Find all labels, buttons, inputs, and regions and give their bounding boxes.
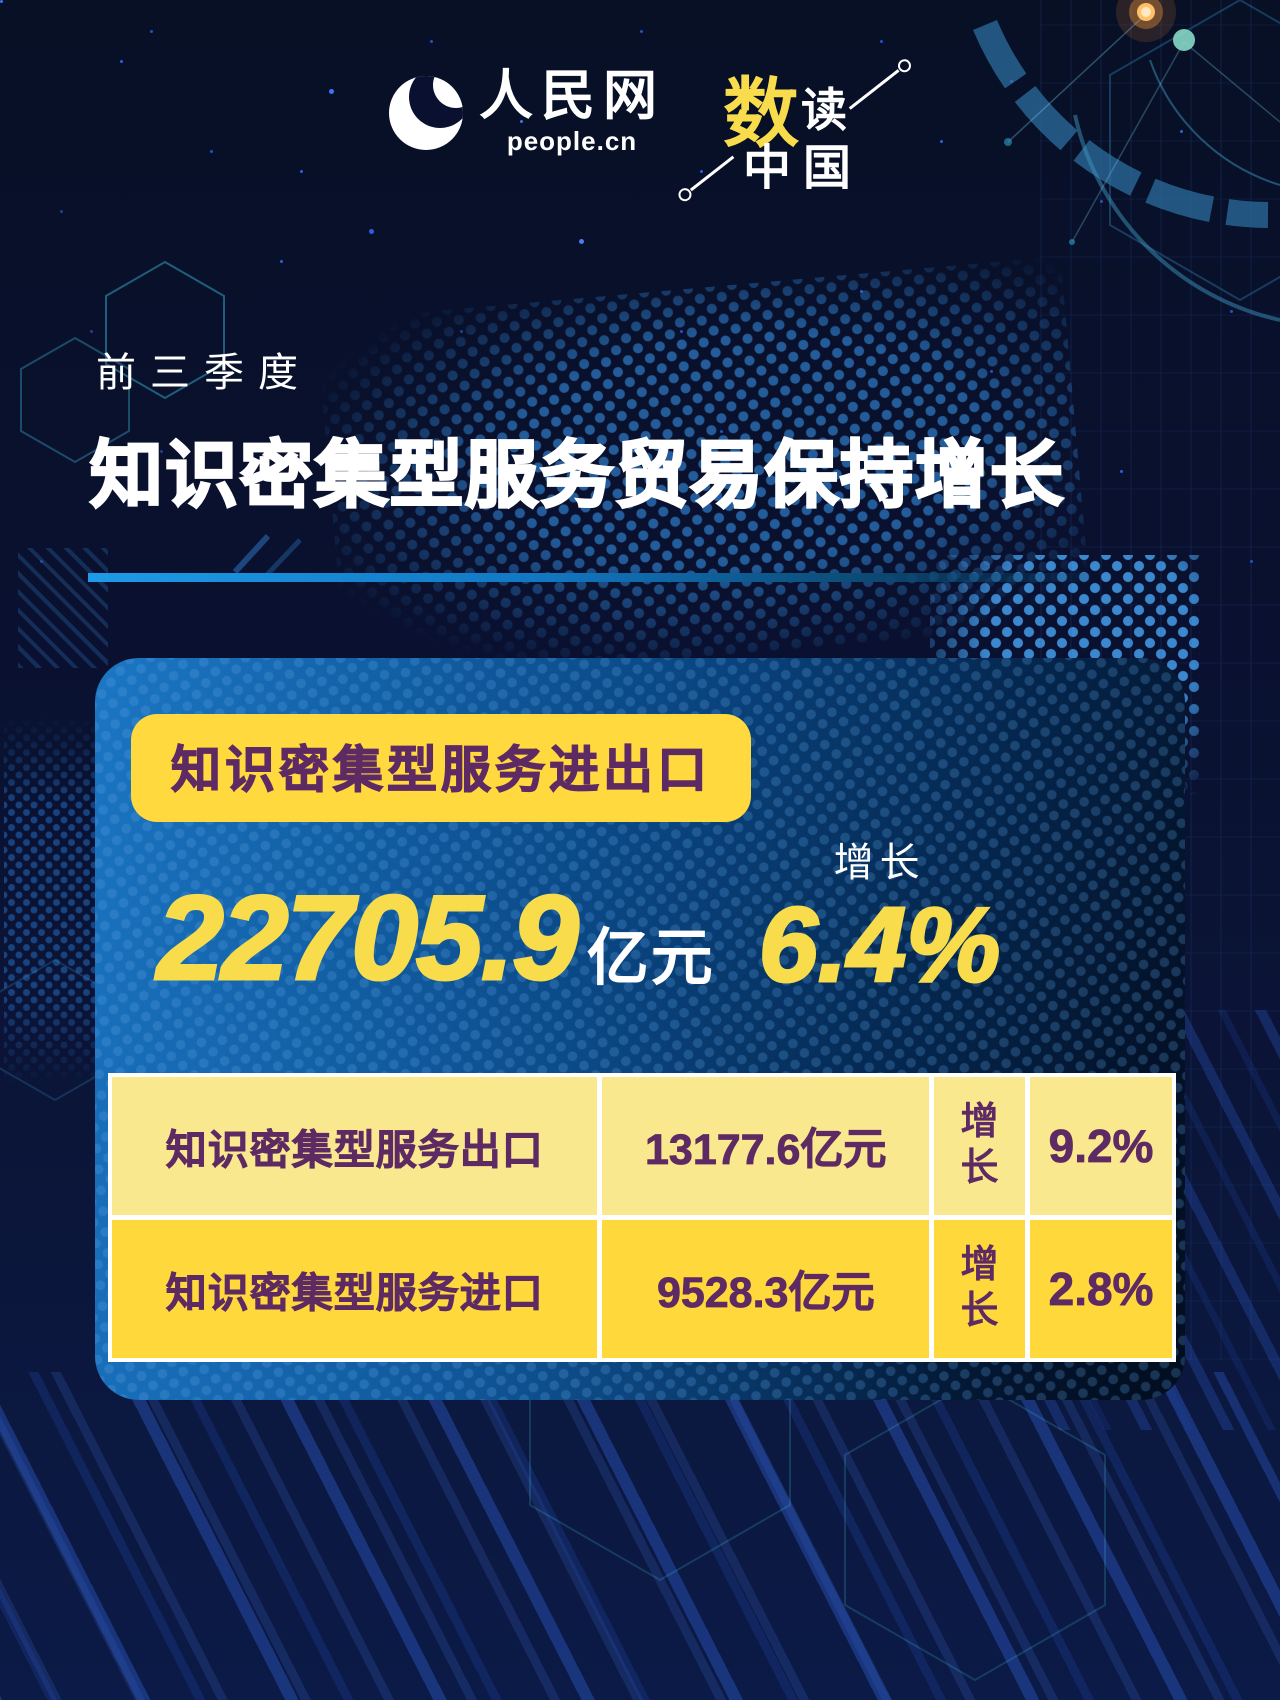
shudu-zhongguo-logo: 数 读 中国 xyxy=(689,60,900,196)
row-label-cell: 知识密集型服务进口 xyxy=(112,1220,598,1358)
people-cn-logo-text: 人民网 xyxy=(479,63,665,127)
arc-segments-decor xyxy=(973,19,1269,228)
logo-row: 人民网 people.cn 数 读 中国 xyxy=(0,60,1280,196)
total-growth-label: 增长 xyxy=(833,841,926,885)
row-growth-label-cell: 增长 xyxy=(933,1077,1026,1215)
row-value-cell: 13177.6亿元 xyxy=(602,1077,929,1215)
total-growth: 增长 6.4% xyxy=(757,830,1002,1004)
shudu-char-shu: 数 xyxy=(723,69,799,158)
total-amount: 22705.9 亿元 xyxy=(156,871,715,1005)
people-cn-logo-url: people.cn xyxy=(506,126,638,156)
title-underline-decor xyxy=(88,573,1090,582)
total-stat-row: 22705.9 亿元 增长 6.4% xyxy=(156,830,1002,1005)
row-growth-label: 增长 xyxy=(960,1101,999,1189)
row-growth-value-cell: 2.8% xyxy=(1030,1220,1172,1358)
total-amount-unit: 亿元 xyxy=(586,924,715,993)
left-dash-decor xyxy=(18,548,108,668)
page-title: 知识密集型服务贸易保持增长 xyxy=(89,434,1065,518)
row-growth-label-cell: 增长 xyxy=(933,1220,1026,1358)
logo-line-up-decor xyxy=(848,69,900,110)
breakdown-table: 知识密集型服务出口 13177.6亿元 增长 9.2% 知识密集型服务进口 95… xyxy=(108,1073,1176,1362)
card-badge: 知识密集型服务进出口 xyxy=(131,714,751,822)
bottom-streaks-decor xyxy=(0,1372,1280,1700)
period-label: 前三季度 xyxy=(96,351,312,395)
shudu-char-du: 读 xyxy=(801,83,847,137)
people-cn-globe-icon xyxy=(389,75,463,150)
row-growth-value-cell: 9.2% xyxy=(1030,1077,1172,1215)
shudu-chars-zhongguo: 中国 xyxy=(743,140,864,196)
people-cn-logo: 人民网 people.cn xyxy=(389,68,665,157)
row-value-cell: 9528.3亿元 xyxy=(602,1220,929,1358)
left-dot-column-decor xyxy=(4,715,100,1085)
teal-node-icon xyxy=(1173,29,1195,51)
row-growth-label: 增长 xyxy=(960,1244,999,1332)
logo-line-down-decor xyxy=(689,155,735,191)
total-growth-value: 6.4% xyxy=(757,886,1002,1004)
total-amount-value: 22705.9 xyxy=(156,871,581,1005)
row-label-cell: 知识密集型服务出口 xyxy=(112,1077,598,1215)
data-card: 知识密集型服务进出口 22705.9 亿元 增长 6.4% 知识密集型服务出口 … xyxy=(95,658,1185,1400)
